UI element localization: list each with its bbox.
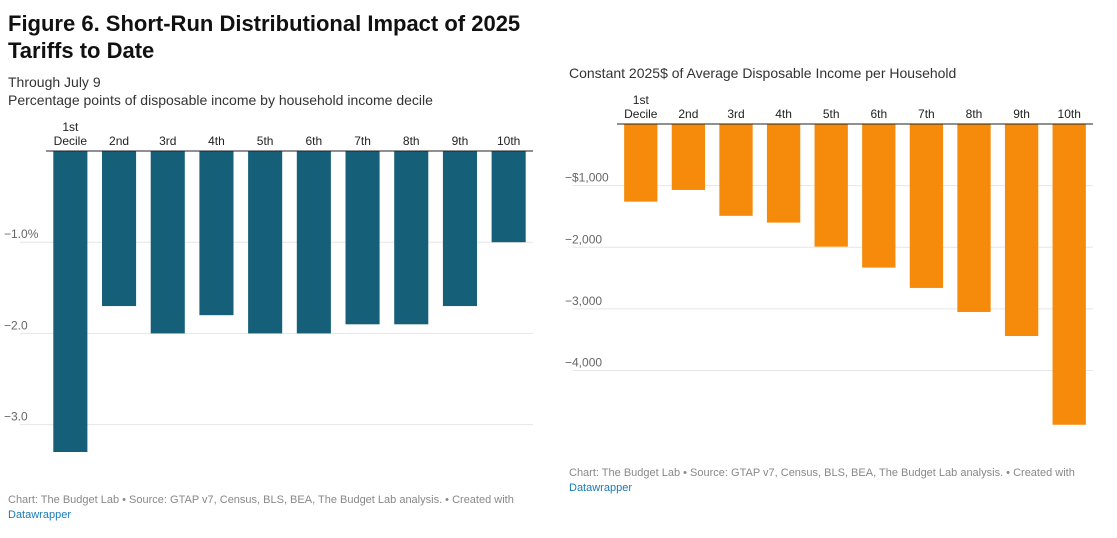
right-datawrapper-link[interactable]: Datawrapper — [569, 482, 632, 494]
chart0-category-label: 8th — [403, 134, 420, 148]
left-source-note: Chart: The Budget Lab • Source: GTAP v7,… — [8, 493, 528, 523]
chart1-category-label: 5th — [823, 107, 840, 121]
chart1-category-label: 4th — [775, 107, 792, 121]
chart0-bar — [442, 151, 477, 307]
figure-title: Figure 6. Short-Run Distributional Impac… — [8, 11, 521, 63]
chart0-bar — [248, 151, 283, 334]
chart0-category-label: 5th — [257, 134, 274, 148]
right-source-text: Chart: The Budget Lab • Source: GTAP v7,… — [569, 467, 1075, 479]
right-source-note: Chart: The Budget Lab • Source: GTAP v7,… — [569, 466, 1089, 496]
chart1-bar — [909, 124, 944, 288]
chart0-bar — [394, 151, 429, 325]
chart0-category-label: 2nd — [109, 134, 129, 148]
chart0-bar — [53, 151, 88, 452]
chart1-category-label: 8th — [966, 107, 983, 121]
chart1-y-tick-label: −$1,000 — [565, 171, 609, 185]
chart1-category-label: 6th — [870, 107, 887, 121]
chart1-y-tick-label: −2,000 — [565, 232, 602, 246]
chart1-bar — [957, 124, 991, 312]
chart0-bar — [199, 151, 234, 316]
chart0-category-label: 3rd — [159, 134, 176, 148]
chart0-bar — [345, 151, 380, 325]
chart0-bar — [296, 151, 331, 334]
chart0-y-tick-label: −2.0 — [4, 318, 28, 332]
chart1-bar — [1052, 124, 1086, 425]
chart1-bar — [671, 124, 706, 190]
chart1-bar — [1004, 124, 1039, 337]
chart0-category-label: 1st — [62, 120, 79, 134]
chart0-category-label: 7th — [354, 134, 371, 148]
chart1-bar — [624, 124, 658, 202]
chart0-y-tick-label: −3.0 — [4, 410, 28, 424]
left-source-text: Chart: The Budget Lab • Source: GTAP v7,… — [8, 494, 514, 506]
chart0-bar — [150, 151, 185, 334]
chart1-y-tick-label: −3,000 — [565, 294, 602, 308]
chart1-bar — [814, 124, 848, 247]
chart1-category-label: 7th — [918, 107, 935, 121]
chart0-y-tick-label: −1.0% — [4, 227, 39, 241]
chart0-category-label: 6th — [306, 134, 323, 148]
chart0-category-label: 4th — [208, 134, 225, 148]
chart1-category-label: 10th — [1058, 107, 1081, 121]
chart1-category-label: 3rd — [727, 107, 744, 121]
chart1-bar — [766, 124, 801, 223]
chart1-category-label: 9th — [1013, 107, 1030, 121]
chart1-bar — [862, 124, 896, 268]
left-datawrapper-link[interactable]: Datawrapper — [8, 509, 71, 521]
chart1-category-label: 2nd — [678, 107, 698, 121]
chart0-category-label: 9th — [452, 134, 469, 148]
chart1-category-label: 1st — [633, 93, 650, 107]
chart0-category-label: Decile — [54, 134, 88, 148]
right-subtitle-units: Constant 2025$ of Average Disposable Inc… — [569, 65, 957, 81]
chart1-category-label: Decile — [624, 107, 658, 121]
chart0-category-label: 10th — [497, 134, 520, 148]
chart1-y-tick-label: −4,000 — [565, 356, 602, 370]
chart0-bar — [491, 151, 526, 243]
chart1-bar — [719, 124, 753, 216]
chart0-bar — [102, 151, 137, 307]
left-subtitle-date: Through July 9 — [8, 74, 101, 90]
left-subtitle-units: Percentage points of disposable income b… — [8, 92, 433, 108]
